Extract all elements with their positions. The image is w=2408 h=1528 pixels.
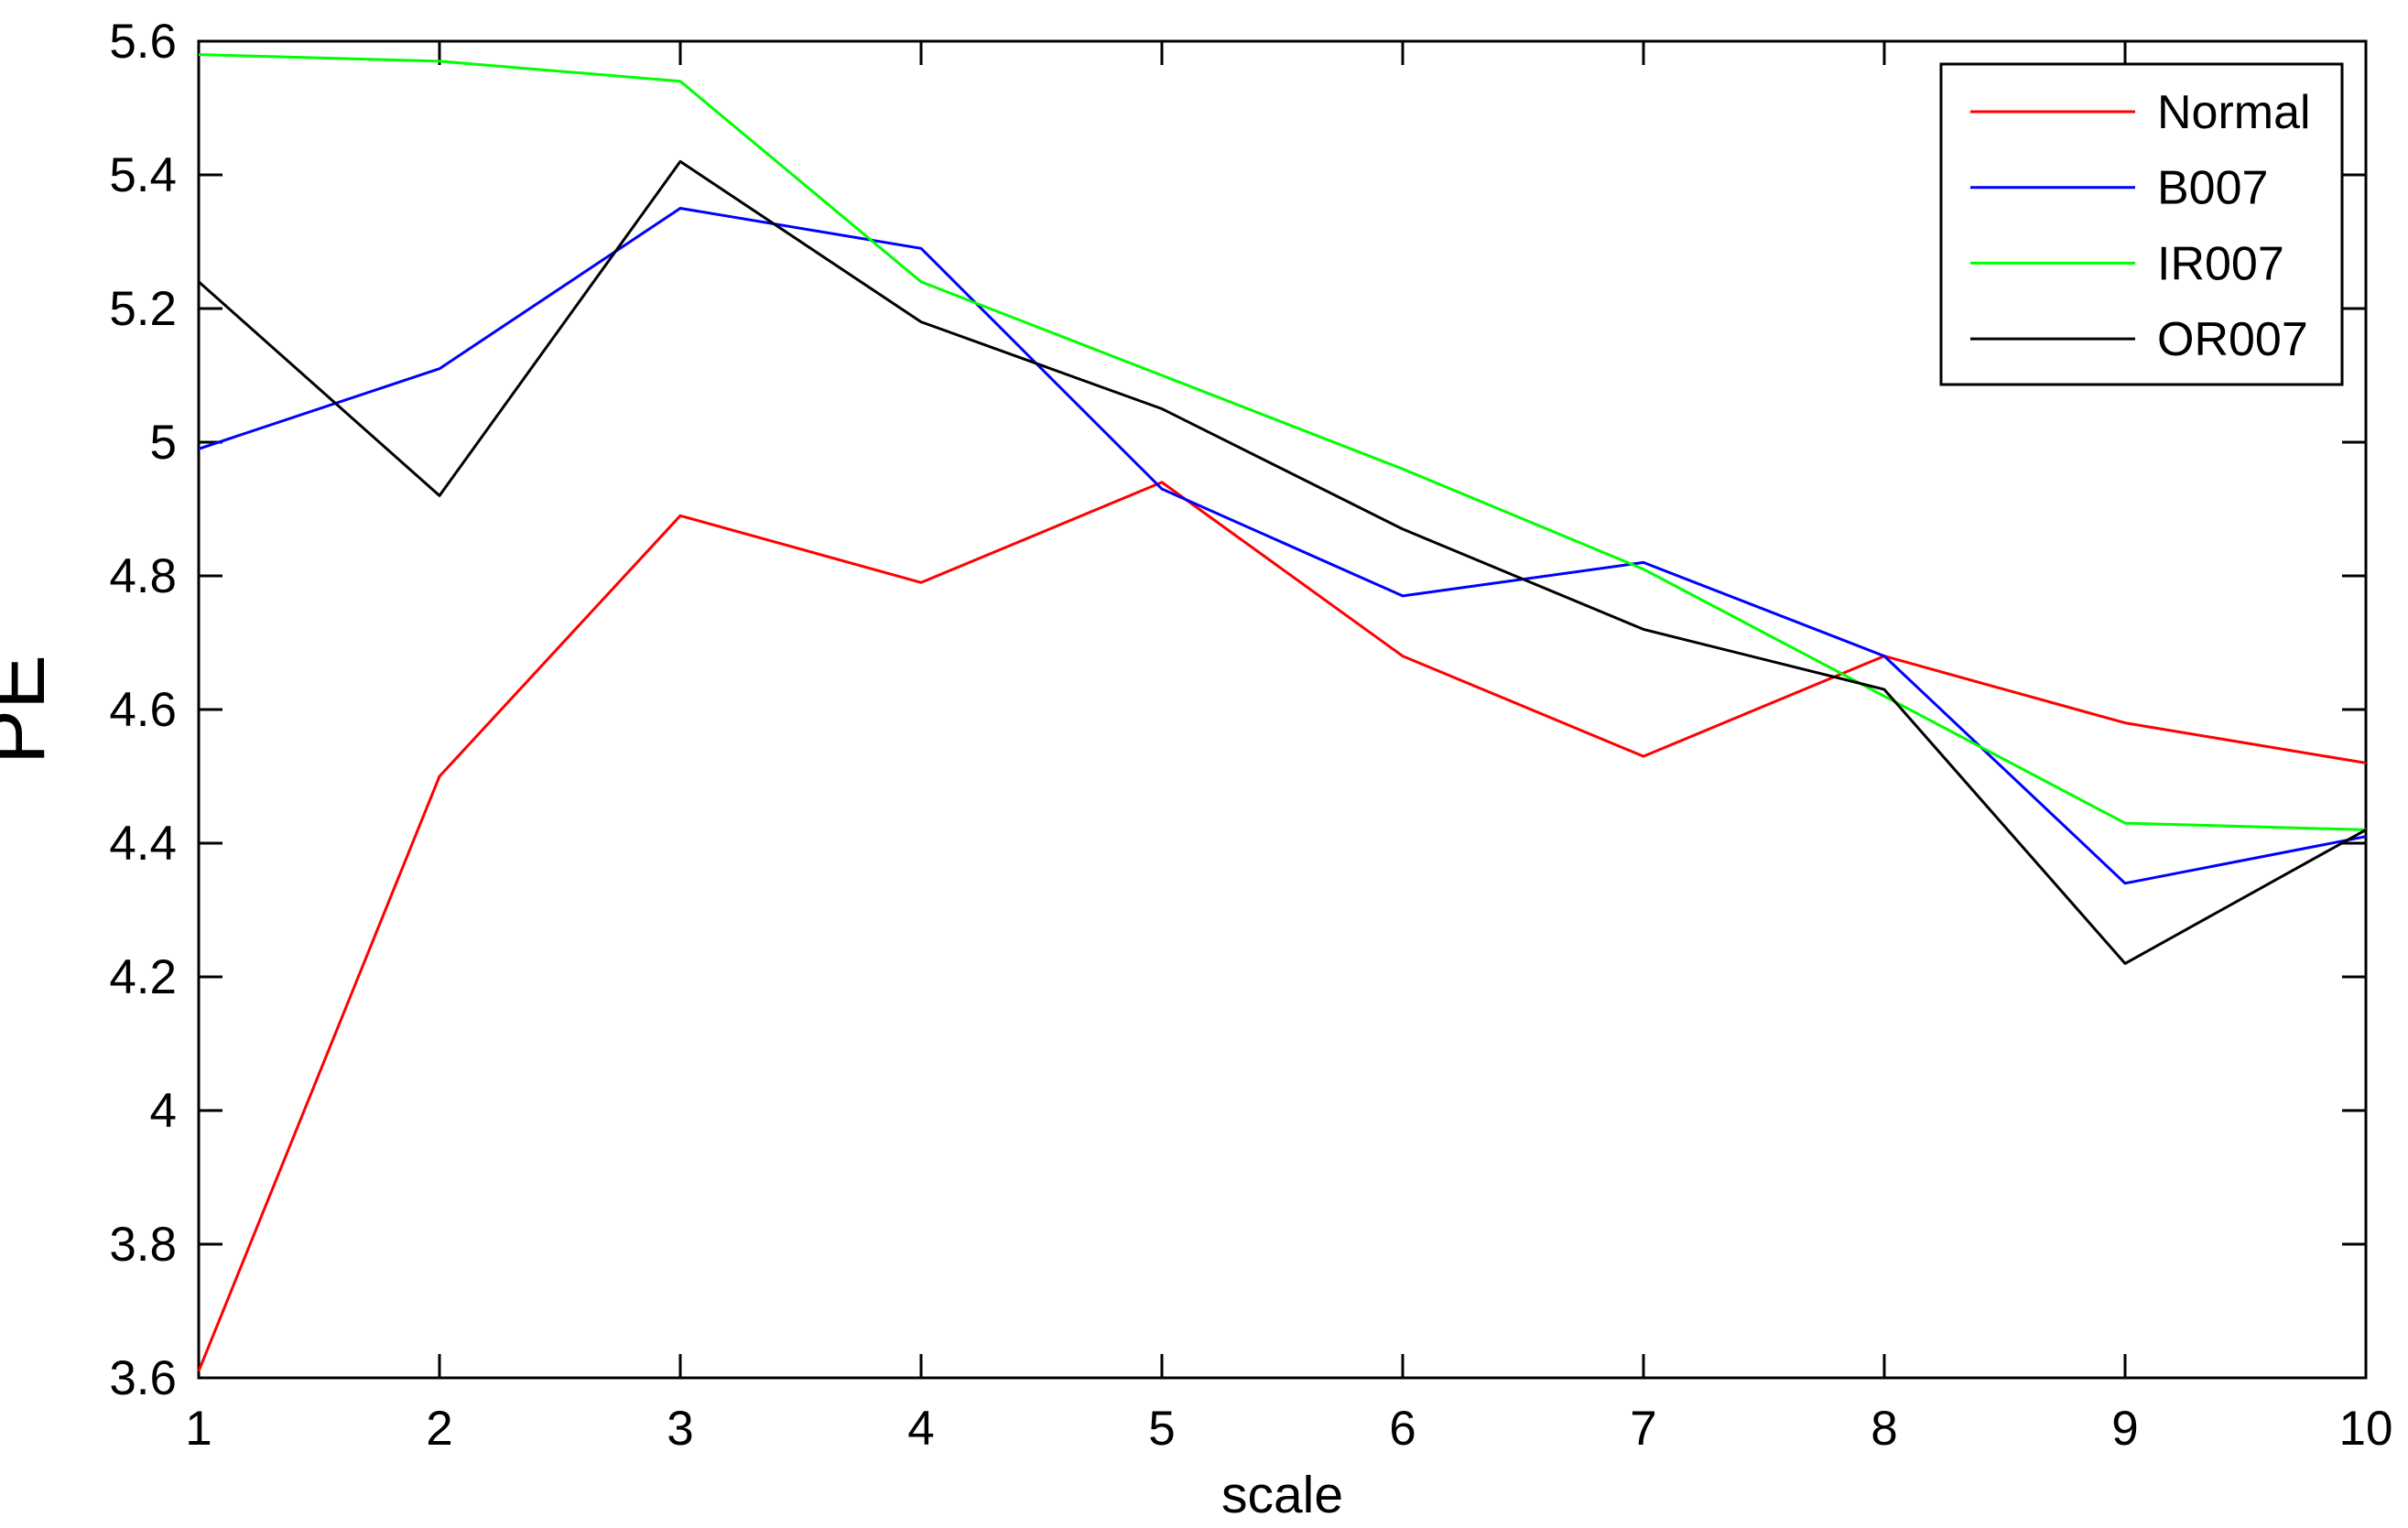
series-ir007 — [198, 53, 2367, 831]
legend-label-ir007: IR007 — [2157, 237, 2284, 290]
legend-label-or007: OR007 — [2157, 313, 2308, 366]
y-tick-label: 5.4 — [109, 148, 177, 202]
legend-label-b007: B007 — [2157, 162, 2268, 215]
x-tick-label: 10 — [2339, 1402, 2393, 1456]
x-tick-label: 3 — [667, 1402, 693, 1456]
x-tick-label: 6 — [1389, 1402, 1416, 1456]
x-tick-label: 1 — [185, 1402, 212, 1456]
y-tick-label: 5 — [150, 416, 177, 470]
x-axis-title: scale — [1221, 1466, 1343, 1524]
y-tick-label: 3.6 — [109, 1351, 177, 1405]
legend-box — [1939, 62, 2344, 386]
x-tick-label: 5 — [1148, 1402, 1175, 1456]
y-axis-title: PE — [0, 655, 62, 764]
series-lines — [197, 53, 2367, 1372]
y-tick-label: 5.2 — [109, 282, 177, 336]
y-tick-label: 4.2 — [109, 950, 177, 1004]
y-tick-label: 5.6 — [109, 15, 177, 69]
y-tick-label: 4 — [150, 1084, 177, 1138]
y-tick-label: 4.4 — [109, 817, 177, 871]
y-tick-label: 3.8 — [109, 1218, 177, 1272]
series-b007 — [198, 207, 2367, 885]
x-tick-label: 8 — [1871, 1402, 1897, 1456]
axis-ticks: 1 2 3 4 5 6 7 8 9 10 3.6 3.8 4 4.2 4.4 4.6 4.8 5 5.2 5.4 5.6 — [109, 15, 2392, 1456]
legend-label-normal: Normal — [2157, 86, 2311, 139]
series-or007 — [198, 159, 2367, 965]
x-tick-label: 2 — [426, 1402, 452, 1456]
series-normal — [197, 481, 2367, 1372]
y-tick-label: 4.6 — [109, 683, 177, 737]
legend: Normal B007 IR007 OR007 — [1939, 62, 2344, 386]
y-tick-label: 4.8 — [109, 549, 177, 603]
x-tick-label: 7 — [1630, 1402, 1656, 1456]
x-tick-label: 9 — [2111, 1402, 2138, 1456]
x-tick-label: 4 — [907, 1402, 934, 1456]
